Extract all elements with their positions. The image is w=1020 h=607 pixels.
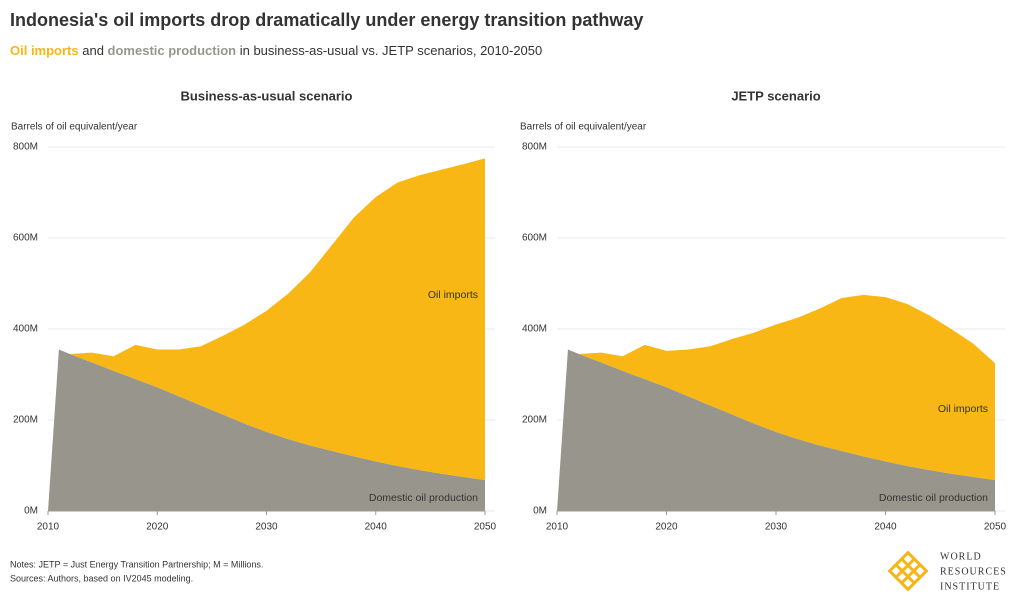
series-label: Oil imports [428, 289, 478, 301]
series-label: Domestic oil production [369, 492, 478, 504]
y-tick-label: 400M [522, 324, 547, 335]
area [48, 158, 485, 511]
y-tick-label: 200M [13, 415, 38, 426]
x-tick-label: 2050 [474, 522, 497, 533]
source: Sources: Authors, based on IV2045 modeli… [10, 573, 193, 583]
chart-title: JETP scenario [731, 88, 820, 103]
x-tick-label: 2030 [255, 522, 278, 533]
y-tick-label: 200M [522, 415, 547, 426]
x-tick-label: 2020 [655, 522, 678, 533]
y-tick-label: 400M [13, 324, 38, 335]
y-tick-label: 800M [522, 142, 547, 153]
subtitle-part: in business-as-usual vs. JETP scenarios,… [236, 43, 542, 58]
series-label: Oil imports [938, 403, 988, 415]
x-tick-label: 2010 [37, 522, 60, 533]
subtitle: Oil imports and domestic production in b… [10, 43, 542, 58]
subtitle-part: Oil imports [10, 43, 79, 58]
y-tick-label: 800M [13, 142, 38, 153]
area [557, 294, 995, 511]
subtitle-part: and [79, 43, 108, 58]
x-tick-label: 2040 [874, 522, 897, 533]
logo-mark [887, 550, 929, 592]
y-tick-label: 0M [533, 506, 547, 517]
x-tick-label: 2020 [146, 522, 169, 533]
area [557, 349, 995, 511]
x-tick-label: 2010 [546, 522, 569, 533]
series-label: Domestic oil production [879, 492, 988, 504]
y-tick-label: 0M [24, 506, 38, 517]
logo-text: RESOURCES [940, 566, 1007, 577]
y-axis-label: Barrels of oil equivalent/year [520, 122, 647, 133]
x-tick-label: 2040 [365, 522, 388, 533]
y-tick-label: 600M [13, 233, 38, 244]
x-tick-label: 2030 [765, 522, 788, 533]
subtitle-part: domestic production [108, 43, 237, 58]
y-tick-label: 600M [522, 233, 547, 244]
area [48, 349, 485, 511]
logo-text: INSTITUTE [940, 581, 1000, 592]
chart-title: Business-as-usual scenario [181, 88, 353, 103]
x-tick-label: 2050 [984, 522, 1007, 533]
title: Indonesia's oil imports drop dramaticall… [10, 10, 643, 30]
y-axis-label: Barrels of oil equivalent/year [11, 122, 138, 133]
note: Notes: JETP = Just Energy Transition Par… [10, 559, 263, 569]
logo-text: WORLD [940, 551, 982, 562]
